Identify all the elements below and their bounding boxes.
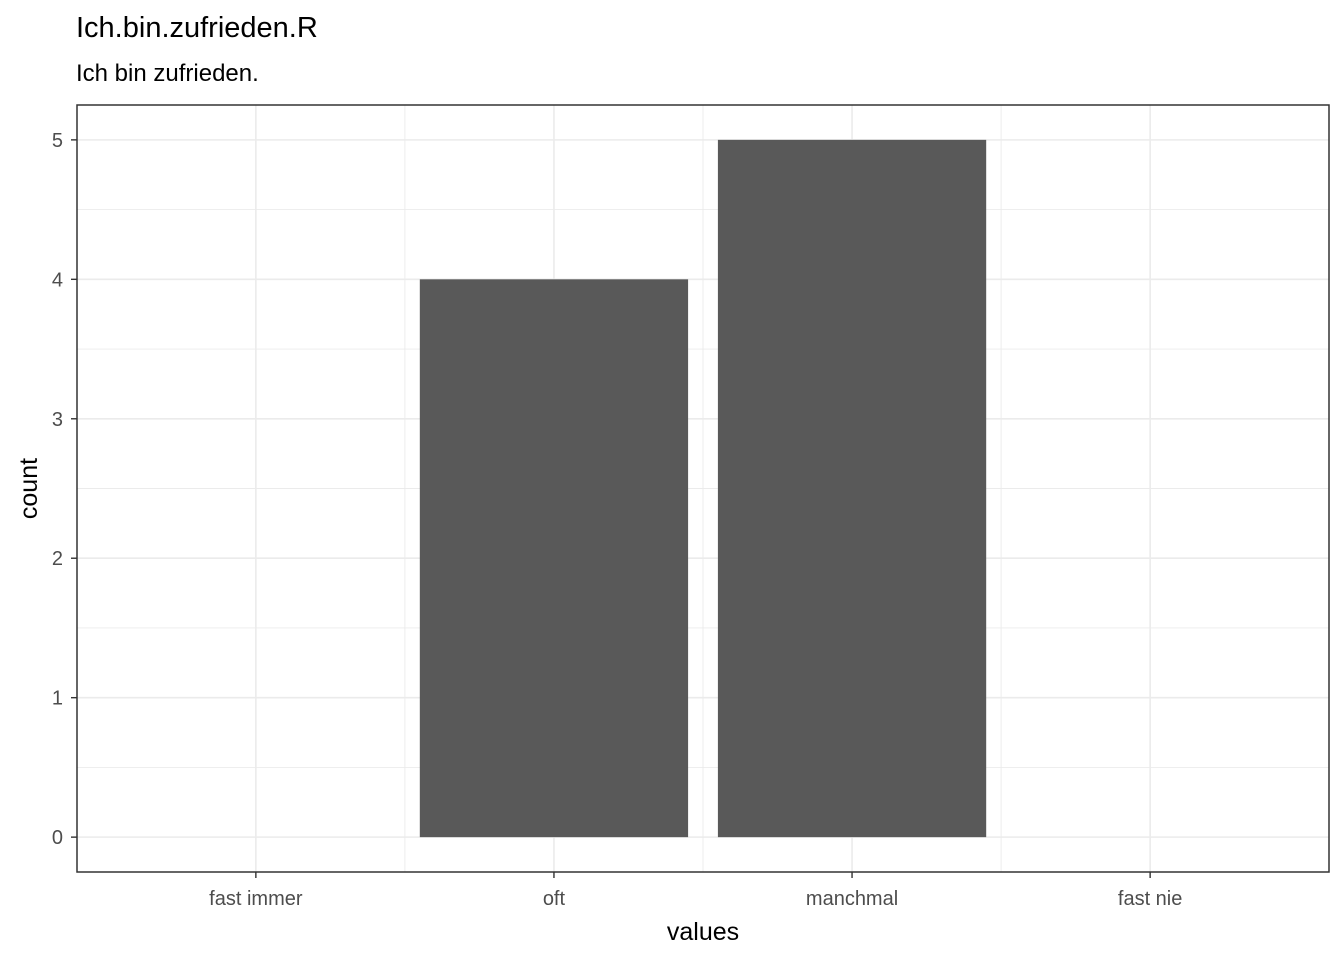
y-tick-label: 4 (52, 269, 63, 291)
bars (419, 139, 987, 838)
x-axis-title: values (667, 918, 739, 946)
x-tick-label: fast immer (209, 888, 303, 910)
x-tick-label: fast nie (1118, 888, 1182, 910)
bar (717, 139, 987, 838)
chart-title: Ich.bin.zufrieden.R (76, 12, 318, 44)
y-tick-label: 3 (52, 409, 63, 431)
y-tick-label: 1 (52, 688, 63, 710)
x-tick-label: oft (543, 888, 566, 910)
y-tick-label: 0 (52, 827, 63, 849)
axes: 0 1 2 3 4 5 fast immer oft manchmal fast nie (52, 130, 1183, 910)
y-axis-title: count (15, 458, 43, 519)
panel-border (76, 104, 1330, 873)
chart-subtitle: Ich bin zufrieden. (76, 60, 259, 87)
bar (419, 279, 689, 838)
y-tick-label: 2 (52, 548, 63, 570)
y-tick-label: 5 (52, 130, 63, 152)
grid-lines (77, 105, 1329, 872)
x-tick-label: manchmal (806, 888, 898, 910)
